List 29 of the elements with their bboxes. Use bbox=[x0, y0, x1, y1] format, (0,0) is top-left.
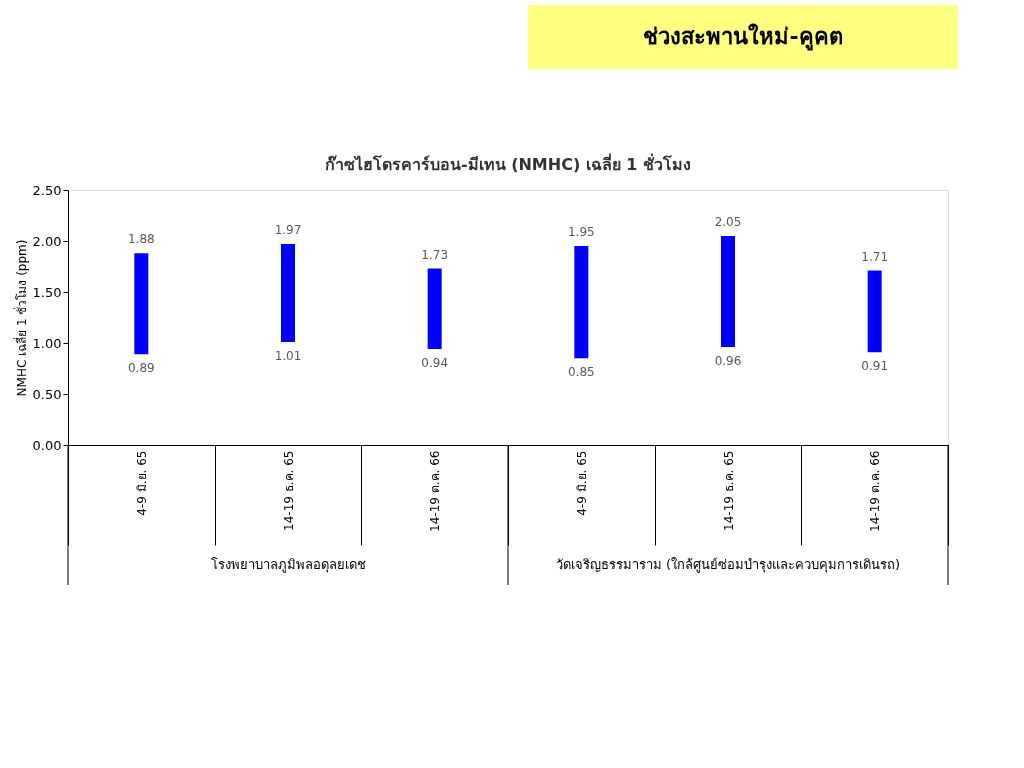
data-label: 1.73 bbox=[421, 247, 449, 262]
text: วัดเจริญธรรมาราม (ใกล้ศูนย์ซ่อมบำรุงและควบคุมการเดินรถ) bbox=[555, 557, 901, 573]
y-tick-label: 0.50 bbox=[32, 386, 62, 402]
y-axis-title: NMHC เฉลี่ย 1 ชั่วโมง (ppm) bbox=[12, 239, 29, 397]
data-label: 2.05 bbox=[714, 214, 742, 229]
x-tick-label: 14-19 ธ.ค. 65 bbox=[281, 450, 296, 531]
chart-title: ช่วงสะพานใหม่-คูคต bbox=[643, 23, 843, 51]
chart-subtitle: ก๊าซไฮโดรคาร์บอน-มีเทน (NMHC) เฉลี่ย 1 ชั่วโมง bbox=[324, 153, 692, 174]
annotation: 0.96 bbox=[714, 354, 742, 369]
annotation: 0.85 bbox=[567, 365, 595, 380]
y-tick-label: 1.00 bbox=[32, 335, 62, 351]
annotation: 0.94 bbox=[421, 356, 449, 371]
text: โรงพยาบาลภูมิพลอดุลยเดช bbox=[210, 557, 366, 573]
y-tick-label: 0.00 bbox=[32, 437, 62, 453]
annotation: 0.91 bbox=[861, 359, 889, 374]
y-tick-label: 2.00 bbox=[32, 233, 62, 249]
x-tick-label: 14-19 ต.ค. 66 bbox=[868, 450, 883, 532]
x-tick-label: 14-19 ต.ค. 66 bbox=[428, 450, 443, 532]
x-tick-label: 14-19 ธ.ค. 65 bbox=[721, 450, 736, 531]
y-tick-label: 1.50 bbox=[32, 284, 62, 300]
y-tick-label: 2.50 bbox=[32, 182, 62, 198]
data-label: 1.97 bbox=[274, 223, 302, 238]
x-tick-label: 4-9 มิ.ย. 65 bbox=[134, 450, 149, 516]
annotation: 0.89 bbox=[127, 361, 155, 376]
data-label: 1.95 bbox=[567, 225, 595, 240]
annotation: 1.01 bbox=[274, 348, 302, 363]
data-label: 1.71 bbox=[861, 249, 889, 264]
x-tick-label: 4-9 มิ.ย. 65 bbox=[574, 450, 589, 516]
data-label: 1.88 bbox=[127, 232, 155, 247]
